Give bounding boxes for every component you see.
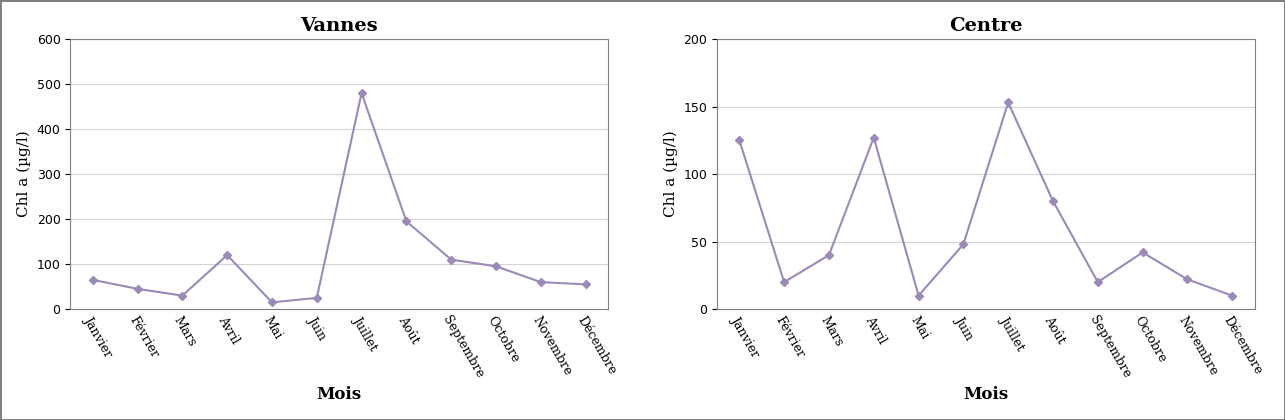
Y-axis label: Chl a (µg/l): Chl a (µg/l) (663, 131, 677, 218)
X-axis label: Mois: Mois (316, 386, 362, 403)
Title: Centre: Centre (950, 17, 1023, 35)
Y-axis label: Chl a (µg/l): Chl a (µg/l) (17, 131, 31, 218)
X-axis label: Mois: Mois (964, 386, 1009, 403)
Title: Vannes: Vannes (301, 17, 378, 35)
